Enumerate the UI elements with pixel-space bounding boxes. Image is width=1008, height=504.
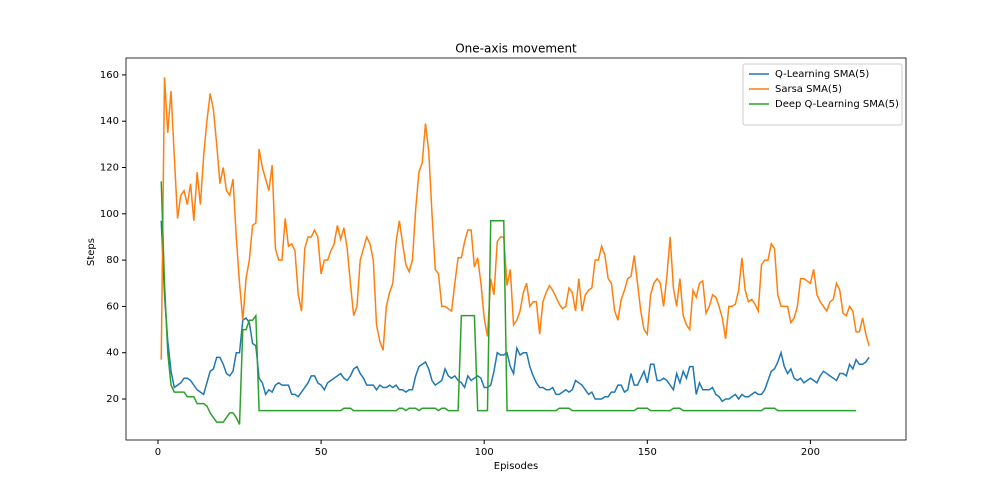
x-tick-label: 100 [475,447,494,458]
x-axis-label: Episodes [494,461,538,472]
y-tick-label: 100 [100,209,119,220]
plot-frame [125,57,907,441]
series-line [160,181,857,425]
y-tick-label: 20 [106,394,119,405]
y-tick-label: 140 [100,116,119,127]
x-tick-label: 200 [801,447,820,458]
legend-label: Deep Q-Learning SMA(5) [775,99,899,110]
y-tick-label: 40 [106,348,119,359]
x-tick-label: 150 [638,447,657,458]
y-tick-label: 80 [106,255,119,266]
legend-label: Q-Learning SMA(5) [775,69,869,80]
y-tick-label: 160 [100,70,119,81]
series-line [160,77,870,360]
legend-label: Sarsa SMA(5) [775,84,842,95]
x-tick-label: 0 [155,447,161,458]
y-tick-label: 60 [106,301,119,312]
legend-box [742,63,903,126]
x-tick-label: 50 [315,447,328,458]
y-tick-label: 120 [100,163,119,174]
chart-title: One-axis movement [455,42,577,56]
series-line [160,220,870,403]
y-axis-label: Steps [86,238,97,266]
